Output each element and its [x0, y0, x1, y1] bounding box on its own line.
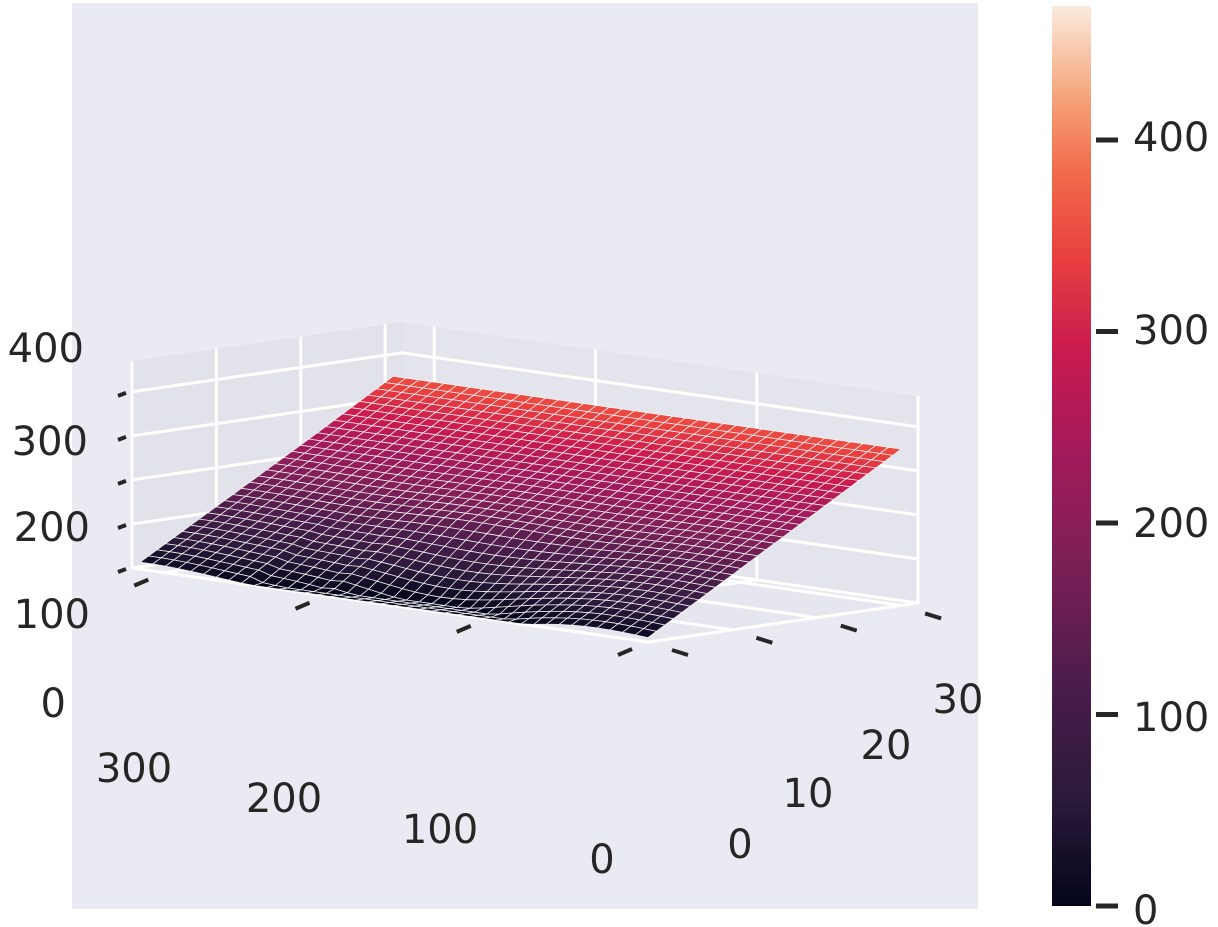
colorbar-gradient [1052, 6, 1091, 906]
y-tick-mark-30 [924, 611, 942, 621]
colorbar-tick-200: 200 [1133, 501, 1209, 547]
y-tick-mark-10 [755, 635, 773, 645]
y-tick-mark-20 [840, 623, 858, 633]
colorbar-tick-100: 100 [1133, 695, 1209, 741]
colorbar-tick-400: 400 [1133, 115, 1209, 161]
y-tick-10: 10 [783, 771, 834, 817]
y-tick-mark-0 [671, 648, 689, 657]
z-tick-mark-200 [117, 479, 127, 486]
x-tick-mark-200 [294, 600, 311, 611]
x-tick-100: 100 [402, 807, 478, 853]
surface-mesh [139, 375, 902, 638]
x-tick-mark-100 [455, 624, 472, 634]
x-tick-200: 200 [246, 776, 322, 822]
z-tick-400: 400 [8, 326, 84, 372]
y-tick-20: 20 [861, 723, 912, 769]
axis-ticks [117, 390, 942, 657]
z-tick-mark-400 [117, 390, 127, 398]
colorbar-tick-0: 0 [1133, 888, 1158, 927]
colorbar-ticks [1096, 137, 1118, 909]
x-axis-tick-labels: 0 100 200 300 [96, 746, 615, 883]
z-tick-200: 200 [14, 505, 90, 551]
z-tick-300: 300 [12, 419, 88, 465]
z-tick-mark-0 [117, 567, 127, 574]
colorbar-tick-300: 300 [1133, 308, 1209, 354]
x-tick-mark-0 [617, 647, 633, 657]
z-tick-mark-100 [117, 523, 127, 530]
colorbar: 0 100 200 300 400 [1052, 6, 1209, 927]
x-tick-mark-300 [133, 577, 150, 588]
y-axis-tick-labels: 0 10 20 30 [727, 677, 983, 868]
z-tick-100: 100 [14, 592, 90, 638]
z-tick-0: 0 [41, 681, 66, 727]
x-tick-300: 300 [96, 746, 172, 792]
surface-cell-0-0 [634, 628, 657, 638]
y-tick-30: 30 [933, 677, 984, 723]
z-axis-tick-labels: 0 100 200 300 400 [8, 326, 90, 727]
x-tick-0: 0 [589, 837, 614, 883]
y-tick-0: 0 [727, 822, 752, 868]
z-tick-mark-300 [117, 434, 127, 442]
gridline-z-400 [131, 351, 919, 429]
